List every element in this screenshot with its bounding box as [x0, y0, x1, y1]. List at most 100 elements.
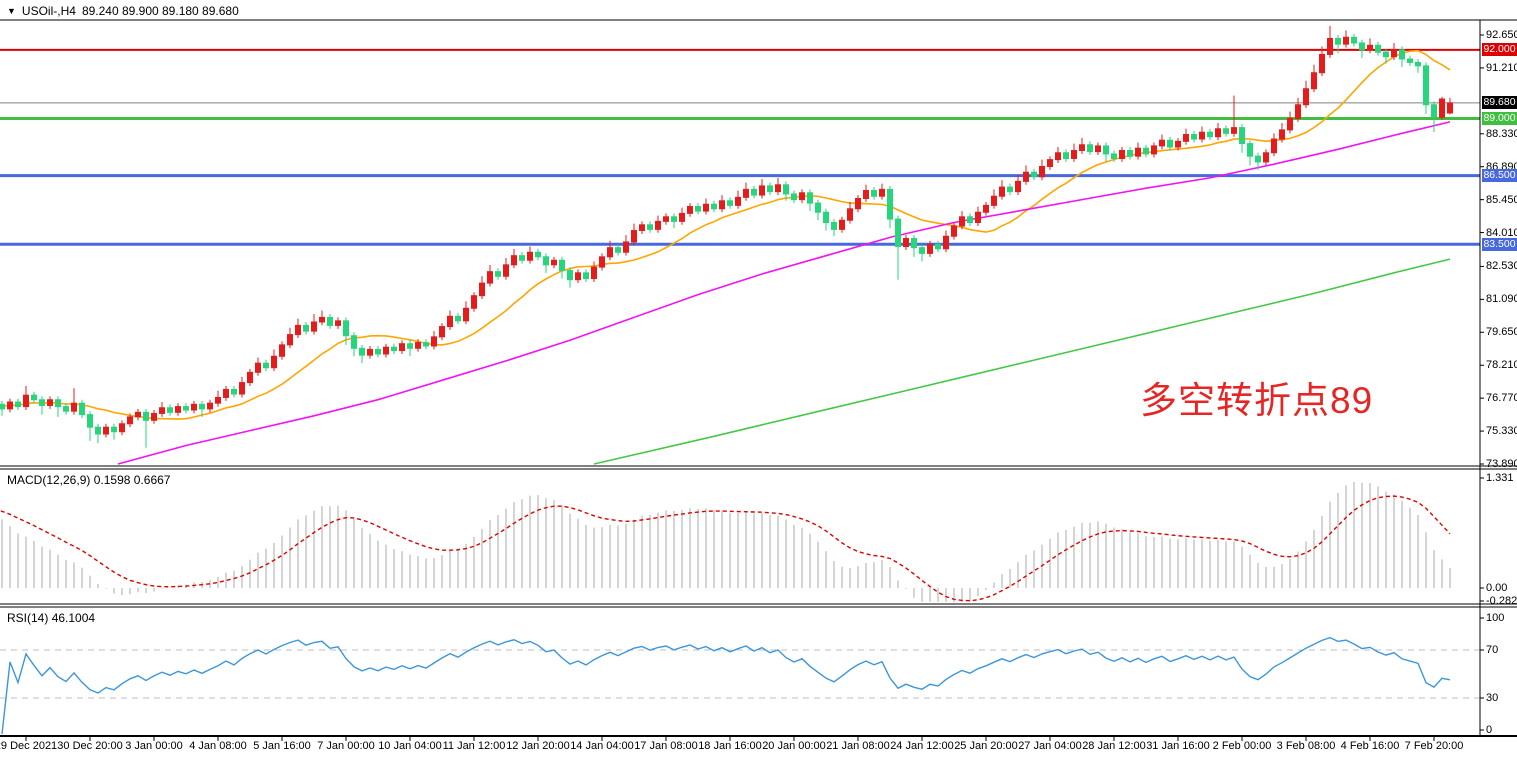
candle-body — [535, 251, 541, 258]
candle-body — [1319, 53, 1325, 74]
candle-body — [1143, 147, 1149, 155]
candle-body — [1007, 186, 1013, 193]
candle-body — [23, 394, 29, 408]
candle-body — [975, 211, 981, 224]
candle-body — [1055, 152, 1061, 161]
candle-body — [991, 195, 997, 206]
candle-body — [927, 243, 933, 254]
candle-body — [871, 190, 877, 197]
candle-body — [391, 346, 397, 352]
candle-body — [119, 423, 125, 433]
ma-fast-line[interactable] — [0, 49, 1451, 420]
price-badge-83.500: 83.500 — [1482, 237, 1517, 251]
candle-body — [1031, 171, 1037, 178]
candle-body — [1439, 98, 1445, 118]
ohlc-values: 89.240 89.900 89.180 89.680 — [81, 4, 239, 18]
symbol-dropdown-icon[interactable]: ▼ — [7, 5, 16, 16]
candle-body — [495, 271, 501, 277]
price-badge-92.000: 92.000 — [1482, 43, 1517, 57]
candle-body — [127, 416, 133, 425]
candle-body — [279, 344, 285, 357]
candle-body — [1415, 61, 1421, 67]
candle-body — [263, 362, 269, 369]
macd-values: 0.1598 0.6667 — [93, 473, 171, 487]
candle-body — [1063, 152, 1069, 159]
candle-body — [759, 185, 765, 196]
macd-panel[interactable] — [0, 482, 1451, 602]
time-axis-label: 24 Jan 12:00 — [890, 740, 954, 752]
candle-body — [1135, 147, 1141, 157]
rsi-line — [1, 636, 1451, 735]
candle-body — [911, 238, 917, 249]
candle-body — [735, 196, 741, 206]
candle-body — [647, 224, 653, 230]
price-axis-label: 85.450 — [1486, 193, 1517, 206]
candle-body — [1311, 72, 1317, 90]
rsi-axis-label: 70 — [1486, 644, 1499, 656]
candle-body — [103, 426, 109, 435]
candle-body — [447, 315, 453, 328]
candle-body — [39, 399, 45, 406]
candle-body — [191, 403, 197, 411]
macd-axis-label: -0.2827 — [1486, 595, 1517, 607]
time-axis-label: 3 Feb 08:00 — [1276, 740, 1336, 752]
ma-slow-line[interactable] — [593, 258, 1451, 465]
candle-body — [479, 282, 485, 297]
candle-body — [135, 411, 141, 418]
candle-body — [399, 343, 405, 352]
candle-body — [415, 342, 421, 349]
candle-body — [847, 208, 853, 221]
time-axis-label: 7 Jan 00:00 — [317, 740, 375, 752]
candle-body — [335, 320, 341, 326]
candle-body — [1287, 117, 1293, 131]
candle-body — [519, 255, 525, 261]
candle-body — [1391, 49, 1397, 58]
price-chart-panel[interactable] — [0, 25, 1480, 465]
candle-body — [1295, 104, 1301, 119]
price-axis-label: 91.210 — [1486, 61, 1517, 74]
candle-body — [1127, 149, 1133, 157]
rsi-axis-label: 100 — [1486, 612, 1505, 624]
candle-body — [903, 238, 909, 248]
candle-body — [775, 184, 781, 193]
candle-body — [655, 220, 661, 230]
price-axis-label: 88.330 — [1486, 127, 1517, 140]
candle-body — [1071, 149, 1077, 159]
candle-body — [1119, 149, 1125, 159]
candle-body — [1111, 153, 1117, 159]
candle-body — [1279, 129, 1285, 140]
candle-body — [359, 347, 365, 356]
candle-body — [303, 324, 309, 332]
candle-body — [1247, 143, 1253, 157]
candle-body — [31, 394, 37, 401]
candle-body — [607, 247, 613, 258]
candle-body — [439, 326, 445, 338]
time-axis-label: 29 Dec 2021 — [0, 740, 58, 752]
chart-title: ▼ USOil-,H4 89.240 89.900 89.180 89.680 — [7, 4, 239, 18]
candle-body — [1431, 104, 1437, 118]
candle-body — [799, 192, 805, 201]
candle-body — [327, 316, 333, 326]
candle-body — [823, 211, 829, 224]
ma-mid-line[interactable] — [117, 121, 1451, 465]
candle-body — [375, 348, 381, 355]
candle-body — [767, 185, 773, 193]
candle-body — [863, 190, 869, 200]
candle-body — [287, 334, 293, 346]
candle-body — [7, 401, 13, 410]
candle-body — [215, 396, 221, 404]
candle-body — [343, 320, 349, 337]
candle-body — [999, 186, 1005, 197]
time-axis-label: 31 Jan 16:00 — [1146, 740, 1210, 752]
macd-axis-label: 1.331 — [1486, 472, 1514, 484]
candle-body — [1351, 36, 1357, 44]
rsi-panel[interactable] — [0, 636, 1480, 735]
chart-annotation-text: 多空转折点89 — [1140, 380, 1374, 421]
candle-body — [1215, 128, 1221, 138]
candle-body — [199, 403, 205, 410]
candle-body — [599, 256, 605, 268]
time-axis-label: 14 Jan 04:00 — [570, 740, 634, 752]
candle-body — [983, 204, 989, 213]
candle-body — [95, 426, 101, 435]
